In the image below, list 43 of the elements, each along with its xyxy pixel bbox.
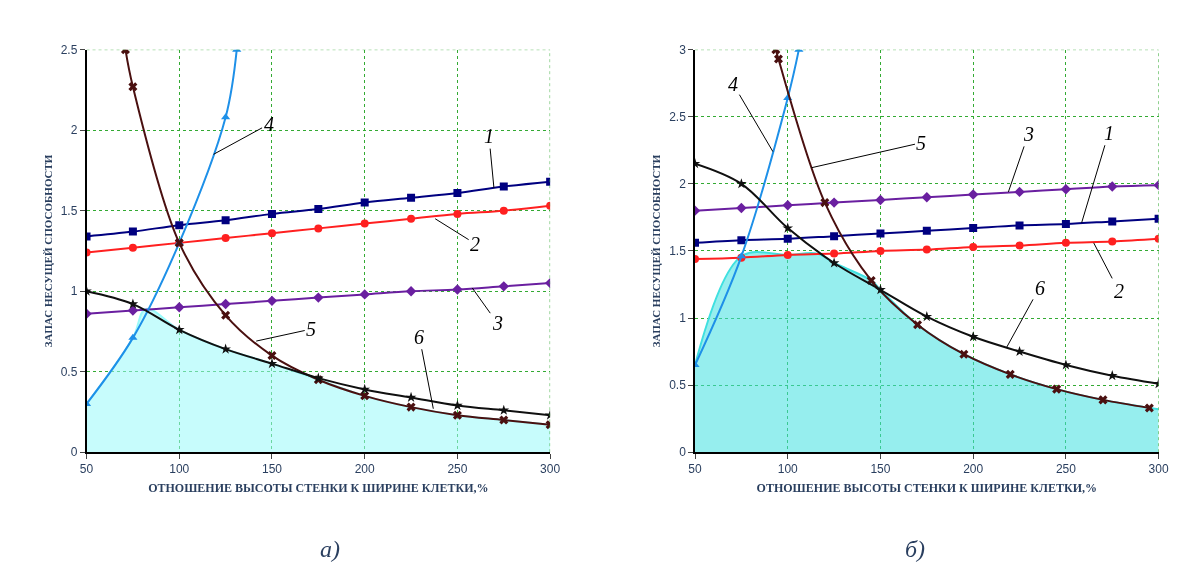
y-tick-label: 2.5	[669, 109, 687, 124]
x-tick-label: 100	[169, 462, 190, 477]
x-axis-title: ОТНОШЕНИЕ ВЫСОТЫ СТЕНКИ К ШИРИНЕ КЛЕТКИ,%	[756, 480, 1098, 495]
x-tick-label: 200	[354, 462, 376, 477]
text: б)	[905, 536, 926, 562]
x-tick-label: 50	[688, 462, 703, 477]
x-tick-label: 50	[79, 462, 94, 477]
y-tick-label: 0.5	[60, 364, 78, 379]
x-tick-label: 300	[540, 462, 561, 477]
x-tick-label: 300	[1148, 462, 1169, 477]
y-tick-label: 1	[70, 284, 78, 299]
annotation: 3	[1023, 123, 1034, 145]
y-tick-label: 3	[679, 42, 687, 57]
x-tick-label: 250	[1055, 462, 1077, 477]
annotation: 5	[306, 318, 316, 340]
y-tick-label: 0	[679, 445, 687, 460]
x-tick-label: 200	[963, 462, 984, 477]
text: а)	[320, 536, 340, 562]
x-axis-title: ОТНОШЕНИЕ ВЫСОТЫ СТЕНКИ К ШИРИНЕ КЛЕТКИ,%	[148, 480, 489, 495]
y-axis-title: ЗАПАС НЕСУЩЕЙ СПОСОБНОСТИ	[41, 154, 54, 348]
annotation: 3	[492, 312, 503, 334]
annotation: 2	[1114, 280, 1124, 302]
x-tick-label: 100	[777, 462, 799, 477]
y-tick-label: 1.5	[669, 244, 687, 259]
x-tick-label: 150	[261, 462, 283, 477]
annotation: 6	[414, 326, 424, 348]
y-tick-label: 2	[679, 177, 687, 192]
annotation: 4	[728, 73, 738, 95]
annotation: 6	[1035, 277, 1045, 299]
y-tick-label: 1	[679, 311, 687, 326]
annotation: 4	[264, 113, 274, 135]
x-tick-label: 150	[870, 462, 891, 477]
y-tick-label: 0.5	[669, 378, 687, 393]
y-axis-title: ЗАПАС НЕСУЩЕЙ СПОСОБНОСТИ	[650, 154, 663, 348]
annotation: 5	[916, 132, 926, 154]
y-tick-label: 2.5	[60, 42, 78, 57]
annotation: 2	[470, 233, 480, 255]
y-tick-label: 1.5	[60, 203, 78, 218]
y-tick-label: 0	[70, 445, 78, 460]
annotation: 1	[1104, 122, 1114, 144]
annotation: 1	[484, 125, 494, 147]
x-tick-label: 250	[447, 462, 468, 477]
y-tick-label: 2	[70, 123, 78, 138]
